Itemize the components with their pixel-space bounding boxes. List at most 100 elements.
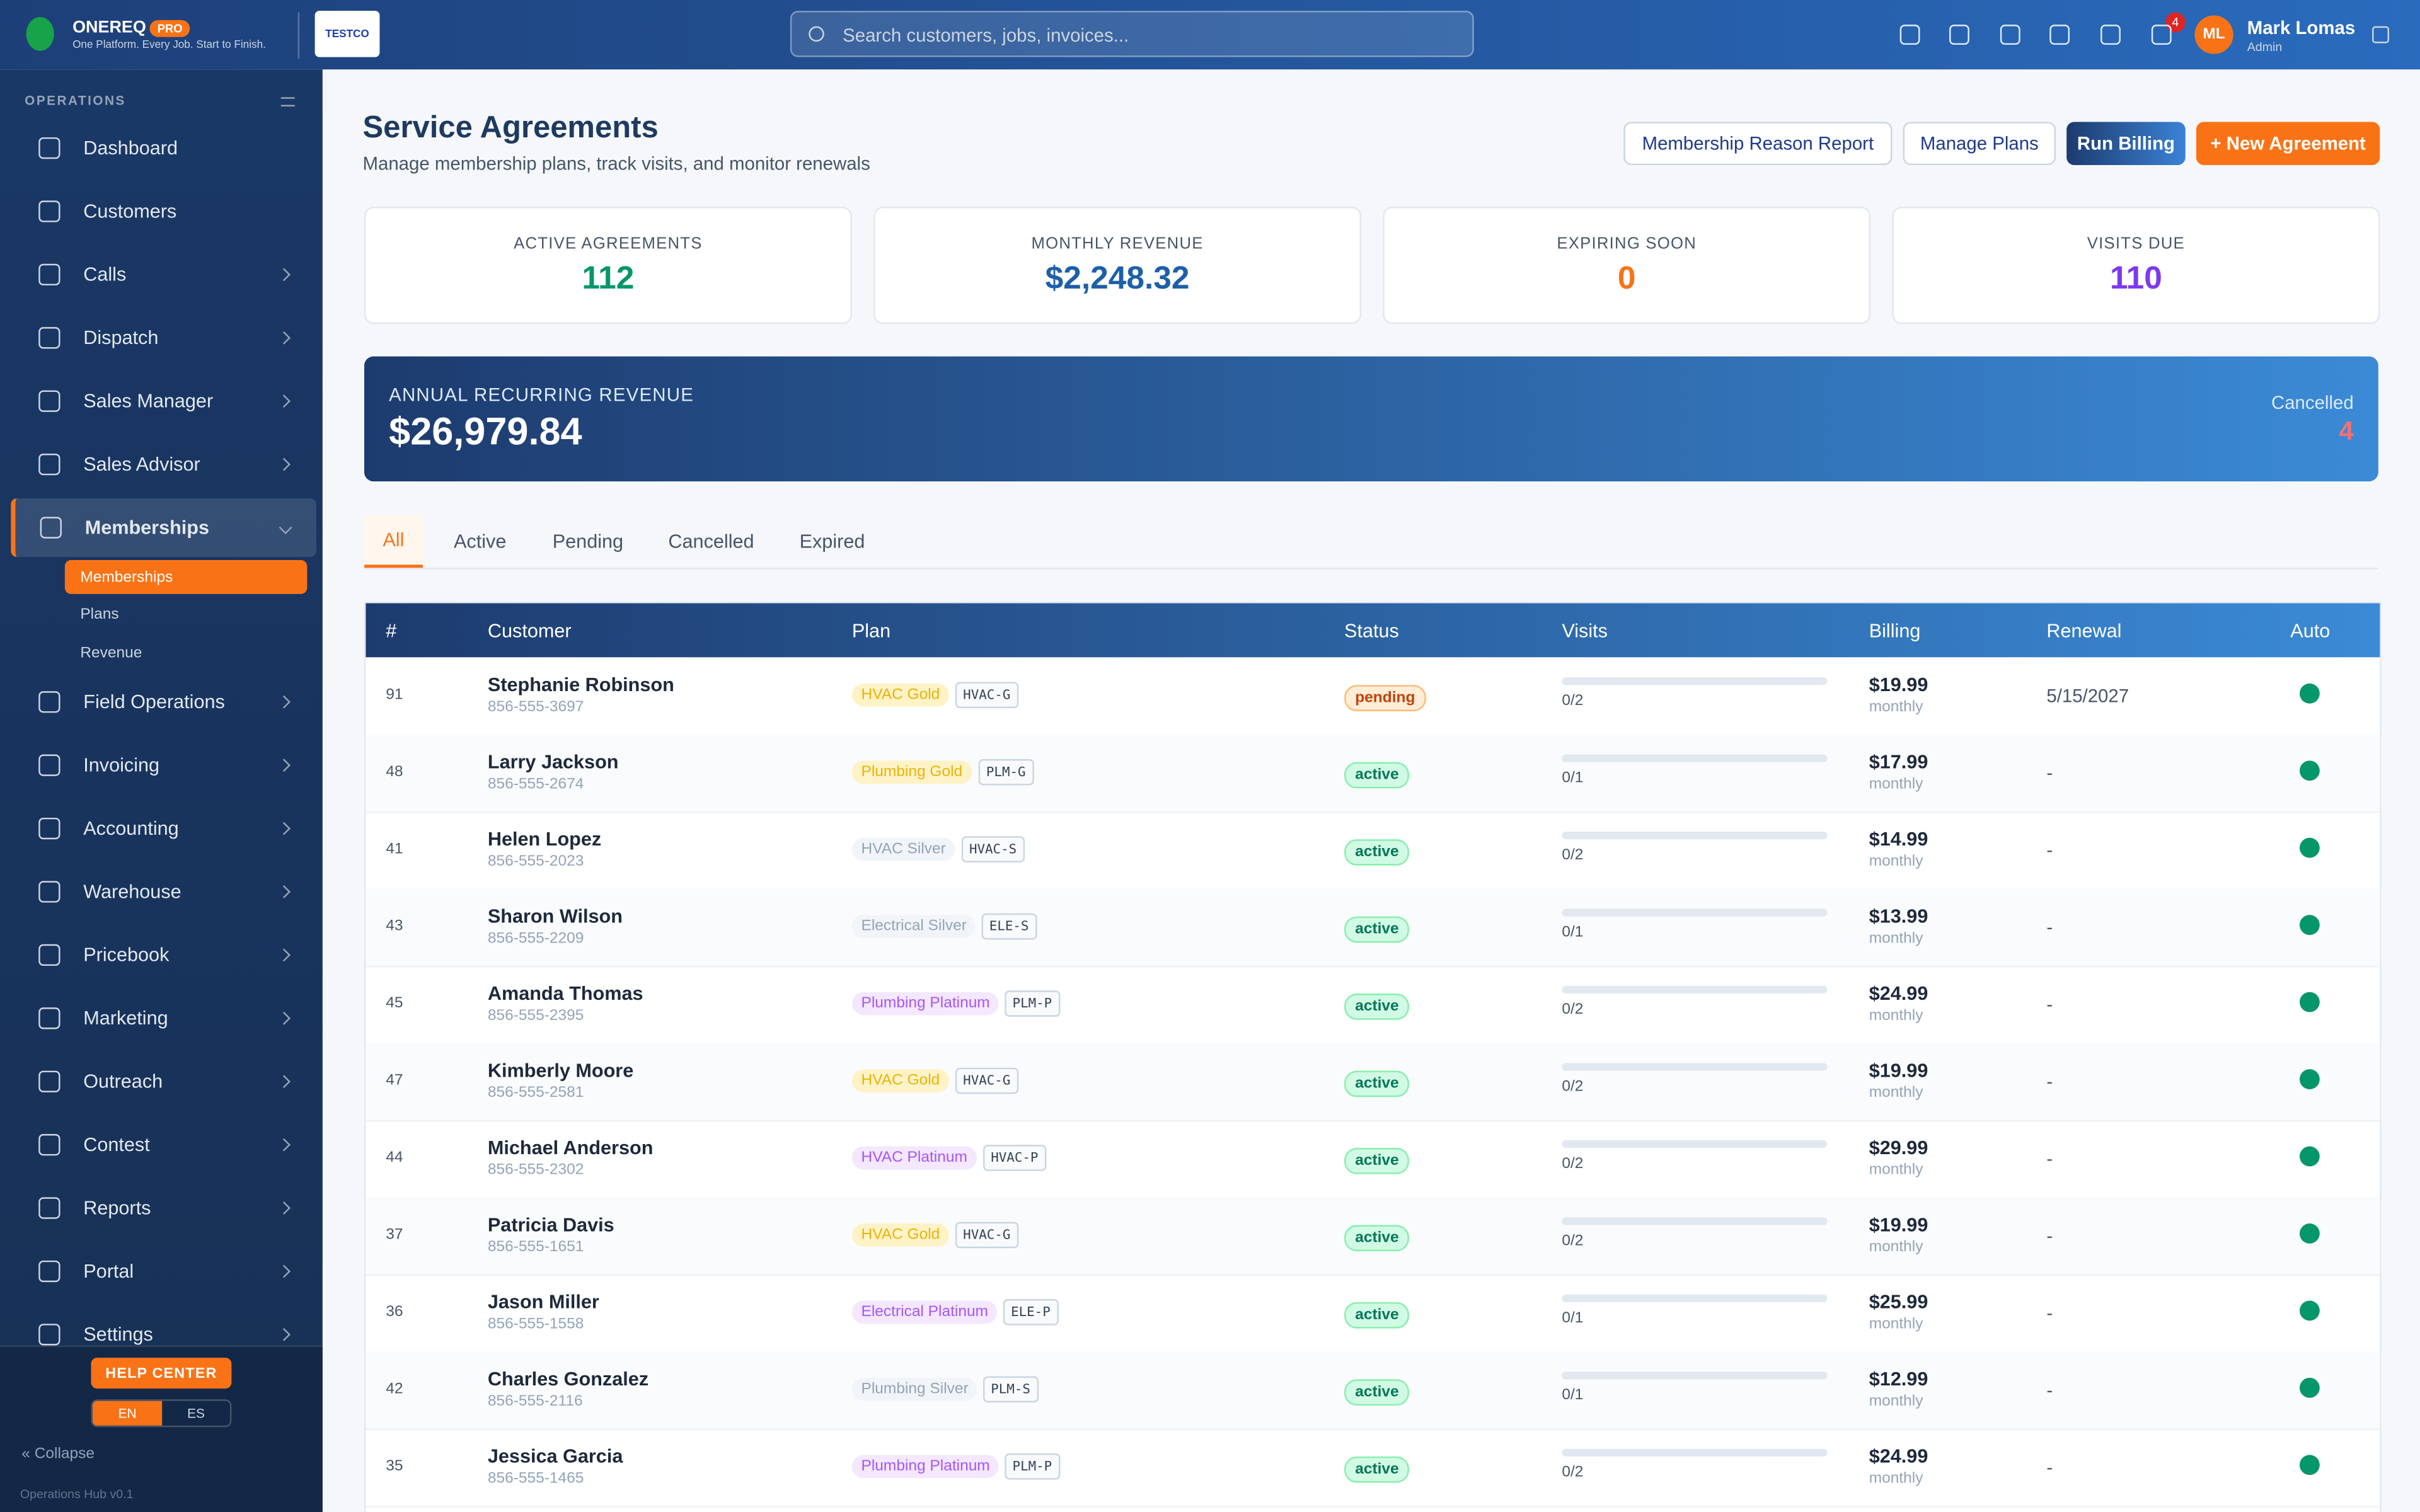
table-row[interactable]: 48 Larry Jackson 856-555-2674 Plumbing Gold… xyxy=(366,734,2380,813)
nav-item[interactable]: Field Operations xyxy=(0,673,323,731)
nav-icon xyxy=(38,390,60,412)
nav-item[interactable]: Dispatch xyxy=(0,309,323,367)
header-icon[interactable] xyxy=(1949,25,1969,45)
renewal: - xyxy=(2046,994,2053,1016)
nav-item[interactable]: Dashboard xyxy=(0,119,323,178)
table-row[interactable]: 35 Jessica Garcia 856-555-1465 Plumbing Pla… xyxy=(366,1429,2380,1508)
customer-phone: 856-555-1465 xyxy=(487,1470,584,1487)
nav-icon xyxy=(38,1134,60,1156)
column-header: Customer xyxy=(487,619,572,641)
auto-check xyxy=(2299,1377,2320,1398)
nav-item[interactable]: Pricebook xyxy=(0,925,323,984)
sub-item[interactable]: Plans xyxy=(80,606,119,624)
section-toggle[interactable] xyxy=(280,97,295,106)
customer-name: Amanda Thomas xyxy=(487,983,643,1005)
table-row[interactable]: 42 Charles Gonzalez 856-555-2116 Plumbing S… xyxy=(366,1351,2380,1431)
table-row[interactable]: 41 Helen Lopez 856-555-2023 HVAC Silver HVAC… xyxy=(366,811,2380,891)
table-row[interactable]: 91 Stephanie Robinson 856-555-3697 HVAC Gol… xyxy=(366,657,2380,736)
nav-item[interactable]: Reports xyxy=(0,1179,323,1237)
header-icon[interactable] xyxy=(2151,25,2172,45)
language-switch: EN ES xyxy=(91,1399,232,1428)
visits-bar xyxy=(1562,1448,1828,1457)
nav-item[interactable]: Invoicing xyxy=(0,736,323,794)
nav-chevron xyxy=(277,822,291,835)
price: $19.99 xyxy=(1869,1214,1928,1236)
header-icon[interactable] xyxy=(2000,25,2020,45)
nav-item[interactable]: Sales Manager xyxy=(0,372,323,430)
nav-chevron xyxy=(277,1327,291,1341)
nav-item[interactable]: Customers xyxy=(0,182,323,241)
nav-item[interactable]: Settings xyxy=(0,1305,323,1364)
stat-label: VISITS DUE xyxy=(2087,234,2185,253)
customer-phone: 856-555-2302 xyxy=(487,1162,584,1179)
customer-name: Kimberly Moore xyxy=(487,1060,634,1082)
section-label: OPERATIONS xyxy=(25,92,126,108)
logout-icon[interactable] xyxy=(2372,26,2390,43)
nav-label: Dispatch xyxy=(83,327,159,349)
table-row[interactable]: 36 Jason Miller 856-555-1558 Electrical Pla… xyxy=(366,1274,2380,1353)
period: monthly xyxy=(1869,930,1923,948)
search-box[interactable]: Search customers, jobs, invoices... xyxy=(790,11,1474,57)
renewal: - xyxy=(2046,1379,2053,1401)
avatar[interactable]: ML xyxy=(2194,15,2233,54)
column-header: # xyxy=(386,619,397,641)
tab[interactable]: Active xyxy=(454,530,507,553)
collapse[interactable]: « Collapse xyxy=(21,1445,95,1463)
stat-card: MONTHLY REVENUE $2,248.32 xyxy=(873,207,1362,324)
tagline: One Platform. Every Job. Start to Finish… xyxy=(72,40,266,51)
tab[interactable]: Expired xyxy=(799,530,865,553)
lang-es[interactable]: ES xyxy=(187,1406,205,1421)
action-button[interactable]: Run Billing xyxy=(2066,122,2186,166)
status-badge: active xyxy=(1344,1379,1410,1406)
tab[interactable]: Pending xyxy=(552,530,624,553)
nav-label: Portal xyxy=(83,1260,134,1283)
nav-item[interactable]: Calls xyxy=(0,245,323,304)
nav-item[interactable]: Memberships xyxy=(11,498,317,558)
visits: 0/2 xyxy=(1562,692,1584,710)
company-logo[interactable]: TESTCO xyxy=(314,11,380,57)
header-icon[interactable] xyxy=(2049,25,2070,45)
nav-icon xyxy=(38,1324,60,1346)
sub-item[interactable]: Revenue xyxy=(80,644,142,662)
header-icon[interactable] xyxy=(2100,25,2121,45)
customer-name: Jessica Garcia xyxy=(487,1445,623,1467)
tab[interactable]: All xyxy=(364,515,423,568)
nav-item[interactable]: Portal xyxy=(0,1242,323,1300)
nav-item[interactable]: Warehouse xyxy=(0,862,323,921)
plan-badge: Plumbing Platinum xyxy=(851,992,1000,1016)
stat-label: EXPIRING SOON xyxy=(1557,234,1697,253)
nav-icon xyxy=(38,944,60,966)
table-row[interactable]: 47 Kimberly Moore 856-555-2581 HVAC Gold HVA… xyxy=(366,1043,2380,1122)
customer-name: Sharon Wilson xyxy=(487,905,623,927)
lang-en[interactable]: EN xyxy=(92,1400,163,1426)
customer-phone: 856-555-3697 xyxy=(487,699,584,716)
column-header: Plan xyxy=(851,619,891,641)
auto-check xyxy=(2299,837,2320,858)
nav-icon xyxy=(40,517,62,539)
action-button[interactable]: + New Agreement xyxy=(2196,122,2380,166)
table-row[interactable]: 37 Patricia Davis 856-555-1651 HVAC Gold HVA… xyxy=(366,1197,2380,1276)
nav-item[interactable]: Accounting xyxy=(0,799,323,858)
sub-item[interactable]: Memberships xyxy=(64,559,308,594)
table-row[interactable]: 43 Sharon Wilson 856-555-2209 Electrical Si… xyxy=(366,888,2380,968)
visits-bar xyxy=(1562,985,1828,994)
action-button[interactable]: Membership Reason Report xyxy=(1623,122,1893,166)
table-row[interactable]: 45 Amanda Thomas 856-555-2395 Plumbing Plat… xyxy=(366,966,2380,1045)
action-button[interactable]: Manage Plans xyxy=(1903,122,2056,166)
header-icon[interactable] xyxy=(1899,25,1920,45)
nav-label: Marketing xyxy=(83,1007,168,1029)
help-center[interactable]: HELP CENTER xyxy=(91,1358,232,1389)
table-row[interactable]: 44 Michael Anderson 856-555-2302 HVAC Plati… xyxy=(366,1120,2380,1199)
nav-chevron xyxy=(277,1075,291,1089)
row-id: 43 xyxy=(386,918,403,936)
tab[interactable]: Cancelled xyxy=(668,530,754,553)
auto-check xyxy=(2299,992,2320,1012)
row-id: 44 xyxy=(386,1149,403,1167)
nav-item[interactable]: Contest xyxy=(0,1116,323,1174)
nav-item[interactable]: Marketing xyxy=(0,989,323,1048)
page-title: Service Agreements xyxy=(362,111,659,146)
stat-value: 112 xyxy=(582,260,635,297)
nav-item[interactable]: Sales Advisor xyxy=(0,435,323,494)
nav-item[interactable]: Outreach xyxy=(0,1052,323,1111)
column-header: Visits xyxy=(1562,619,1608,641)
